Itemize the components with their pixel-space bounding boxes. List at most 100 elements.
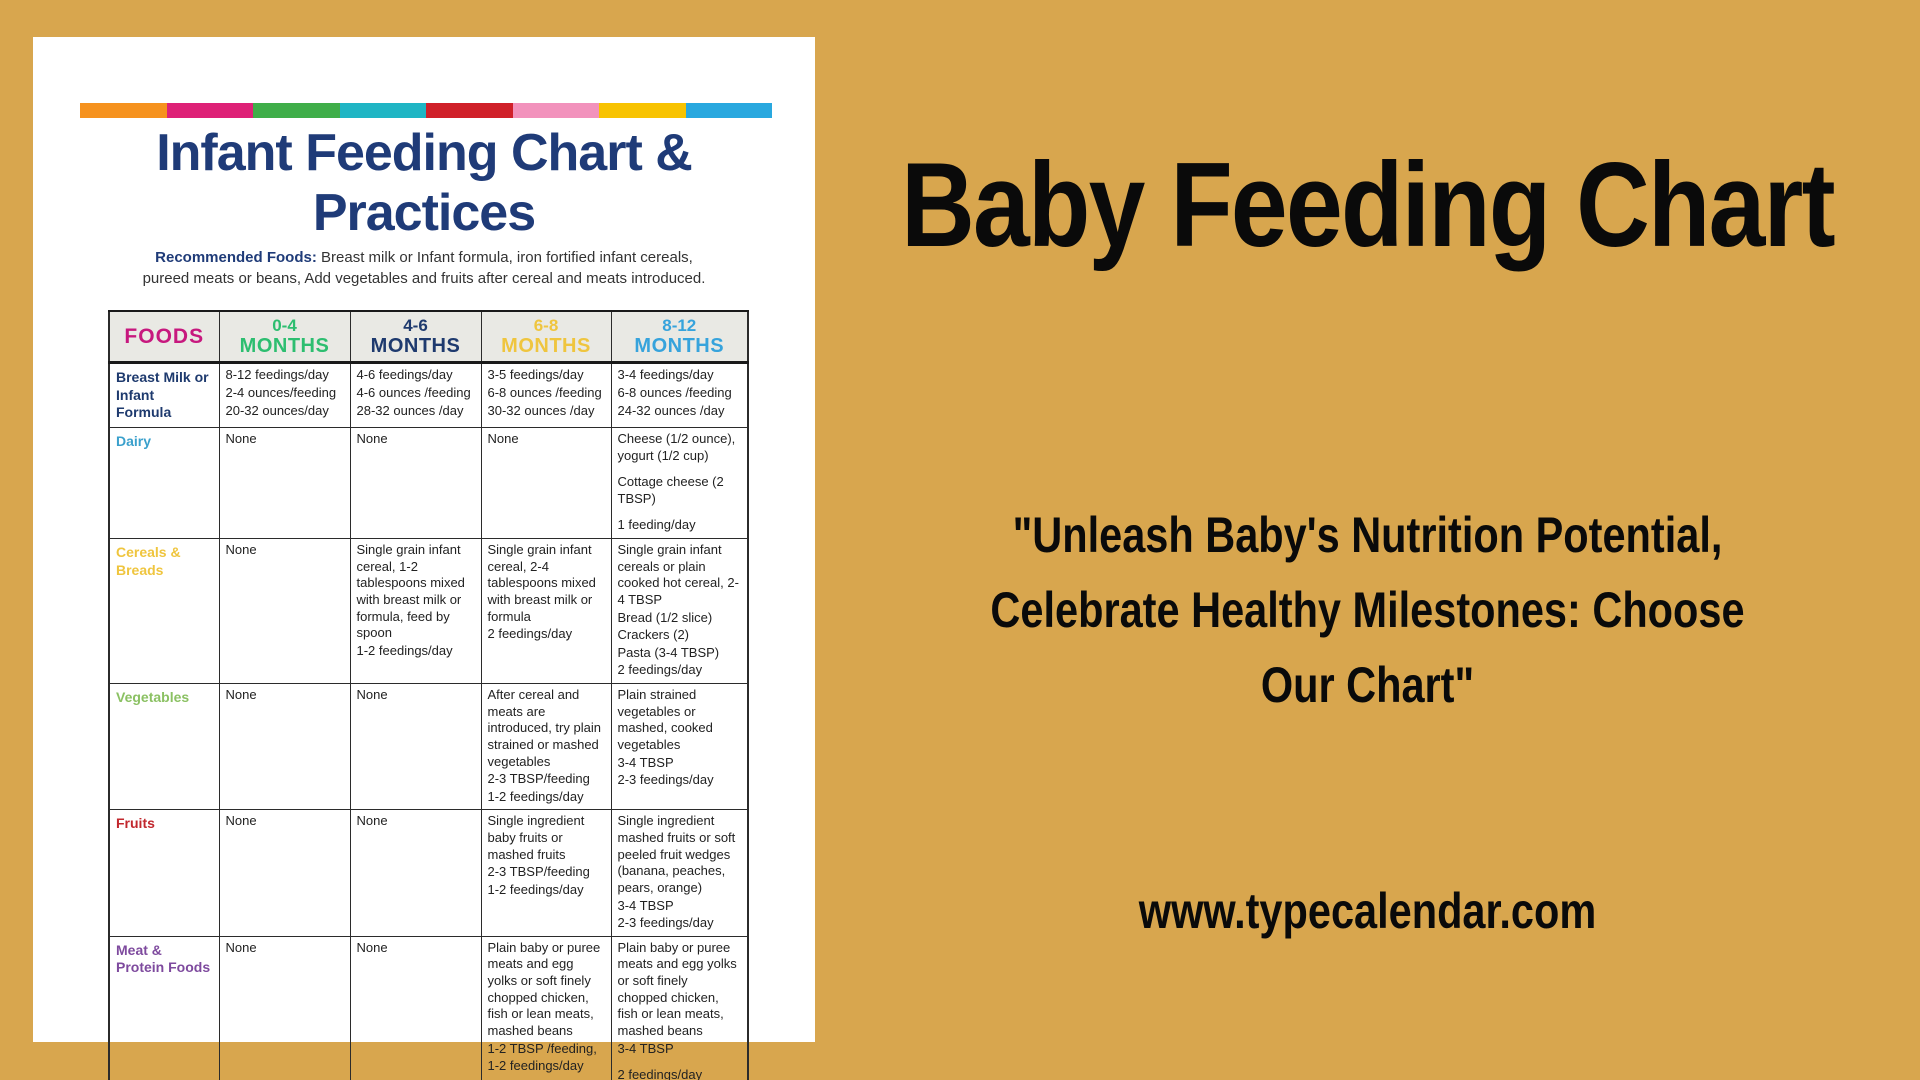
table-row: Meat & Protein Foods None None Plain baby o… (108, 935, 749, 1080)
table-cell: Cheese (1/2 ounce), yogurt (1/2 cup) Cott… (610, 426, 749, 540)
quote-line: Our Chart" (1260, 657, 1475, 713)
stripe-segment (339, 103, 426, 118)
table-cell: None (480, 426, 612, 540)
cell-text: 2-3 feedings/day (617, 915, 714, 931)
cell-spacer (618, 1058, 742, 1067)
cell-text: Single ingredient mashed fruits or soft … (617, 813, 736, 895)
document-title-line1: Infant Feeding Chart & (156, 124, 693, 182)
stripe-segment (80, 103, 167, 118)
cell-text: Single grain infant cereal, 2-4 tablespo… (487, 542, 596, 624)
cell-text: Plain baby or puree meats and egg yolks … (487, 939, 601, 1038)
cell-text: 2-3 feedings/day (617, 772, 714, 788)
table-row: Cereals & Breads None Single grain infant … (108, 538, 749, 685)
cell-text: None (225, 939, 257, 955)
table-cell: None (349, 426, 482, 540)
cell-text: Single grain infant cereal, 1-2 tablespo… (356, 542, 465, 641)
cell-text: 1-2 feedings/day (487, 881, 584, 897)
table-cell: 4-6 feedings/day 4-6 ounces /feeding 28-32… (349, 362, 482, 428)
table-cell: Plain strained vegetables or mashed, coo… (610, 683, 749, 811)
table-cell: After cereal and meats are introduced, t… (480, 683, 612, 811)
cell-text: 6-8 ounces /feeding (617, 385, 732, 401)
note-label: Recommended Foods: (155, 249, 317, 266)
table-header-row: FOODS 0-4 MONTHS 4-6 MONTHS 6-8 MONTHS 8-12 MONT… (108, 310, 749, 365)
cell-text: None (356, 687, 388, 703)
cell-text: Single ingredient baby fruits or mashed … (487, 813, 585, 862)
table-cell: Single ingredient mashed fruits or soft … (610, 809, 749, 937)
table-row: Dairy None None None Cheese (1/2 ounce), yog… (108, 426, 749, 540)
cell-text: None (487, 430, 519, 446)
column-header-4-6: 4-6 MONTHS (349, 310, 482, 365)
table-cell: Plain baby or puree meats and egg yolks … (480, 935, 612, 1080)
table-cell: Single grain infant cereals or plain coo… (610, 538, 749, 685)
row-label: Dairy (108, 426, 220, 540)
cell-text: Pasta (3-4 TBSP) (617, 644, 720, 660)
cell-text: 3-5 feedings/day (487, 367, 584, 383)
table-cell: None (218, 426, 351, 540)
page-title: Baby Feeding Chart (901, 138, 1836, 272)
cell-text: 2 feedings/day (487, 626, 573, 642)
cell-text: 2 feedings/day (617, 662, 703, 678)
table-row: Vegetables None None After cereal and meats… (108, 683, 749, 811)
feeding-chart-document: Infant Feeding Chart & Practices Recomme… (33, 37, 815, 1080)
cell-text: 2-3 TBSP/feeding (487, 864, 590, 880)
cell-text: 24-32 ounces /day (617, 402, 725, 418)
row-label: Breast Milk or Infant Formula (108, 362, 220, 428)
cell-text: After cereal and meats are introduced, t… (487, 687, 601, 769)
document-title-line2: Practices (312, 184, 536, 242)
stripe-segment (685, 103, 772, 118)
row-label: Fruits (108, 809, 220, 937)
cell-text: None (225, 813, 257, 829)
cell-text: None (225, 430, 257, 446)
cell-text: Cheese (1/2 ounce), yogurt (1/2 cup) (617, 430, 736, 463)
cell-text: 4-6 ounces /feeding (356, 385, 471, 401)
cell-text: 2 feedings/day (617, 1067, 703, 1080)
stripe-segment (426, 103, 513, 118)
table-cell: None (218, 809, 351, 937)
cell-text: None (225, 542, 257, 558)
table-cell: None (218, 683, 351, 811)
cell-text: 8-12 feedings/day (225, 367, 329, 383)
cell-text: None (356, 430, 388, 446)
quote-line: "Unleash Baby's Nutrition Potential, (1012, 507, 1723, 563)
cell-text: 1-2 TBSP /feeding, (487, 1040, 597, 1056)
table-cell: None (218, 538, 351, 685)
note-text: Breast milk or Infant formula, iron fort… (142, 249, 706, 288)
quote-text: "Unleash Baby's Nutrition Potential, Cel… (909, 498, 1826, 723)
column-header-6-8: 6-8 MONTHS (480, 310, 612, 365)
cell-text: 6-8 ounces /feeding (487, 385, 602, 401)
table-cell: Single grain infant cereal, 1-2 tablespo… (349, 538, 482, 685)
feeding-table: FOODS 0-4 MONTHS 4-6 MONTHS 6-8 MONTHS 8-12 MONT… (108, 310, 749, 1080)
cell-text: Cottage cheese (2 TBSP) (617, 474, 724, 506)
column-header-0-4: 0-4 MONTHS (218, 310, 351, 365)
cell-text: Single grain infant cereals or plain coo… (617, 542, 739, 607)
recommended-foods-note: Recommended Foods: Breast milk or Infant… (134, 247, 714, 290)
stripe-segment (166, 103, 253, 118)
cell-spacer (618, 465, 742, 474)
cell-text: Plain baby or puree meats and egg yolks … (617, 939, 737, 1038)
table-cell: None (349, 809, 482, 937)
stripe-segment (253, 103, 340, 118)
table-cell: None (349, 935, 482, 1080)
cell-text: Plain strained vegetables or mashed, coo… (617, 687, 713, 752)
website-url: www.typecalendar.com (1138, 883, 1597, 939)
row-label: Meat & Protein Foods (108, 935, 220, 1080)
cell-text: 1-2 feedings/day (356, 642, 453, 658)
cell-text: 4-6 feedings/day (356, 367, 453, 383)
column-header-foods: FOODS (108, 310, 220, 365)
table-cell: 8-12 feedings/day 2-4 ounces/feeding 20-32… (218, 362, 351, 428)
cell-text: None (356, 939, 388, 955)
row-label: Vegetables (108, 683, 220, 811)
cell-text: None (225, 687, 257, 703)
cell-text: 2-4 ounces/feeding (225, 385, 337, 401)
table-row: Breast Milk or Infant Formula 8-12 feedin… (108, 362, 749, 428)
document-title: Infant Feeding Chart & Practices (33, 123, 815, 243)
column-header-8-12: 8-12 MONTHS (610, 310, 749, 365)
stripe-segment (599, 103, 686, 118)
cell-text: 1 feeding/day (617, 517, 696, 533)
table-cell: None (349, 683, 482, 811)
cell-text: Crackers (2) (617, 627, 690, 643)
cell-text: 3-4 feedings/day (617, 367, 714, 383)
table-cell: 3-5 feedings/day 6-8 ounces /feeding 30-32… (480, 362, 612, 428)
row-label: Cereals & Breads (108, 538, 220, 685)
cell-text: 2-3 TBSP/feeding (487, 771, 590, 787)
